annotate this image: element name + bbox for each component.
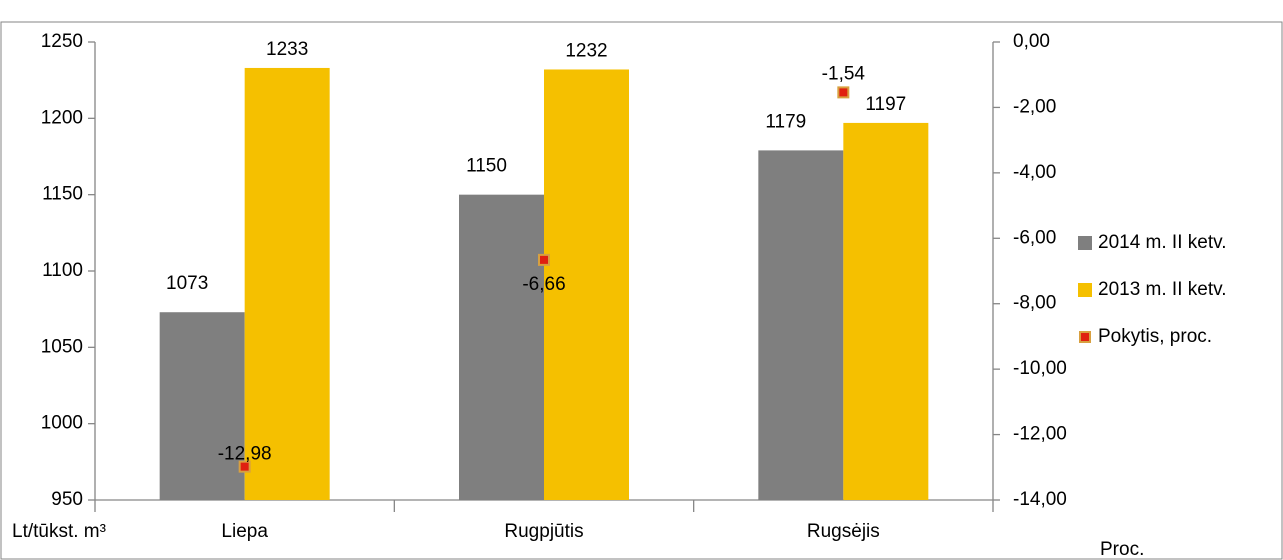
y-tick-label: 1000 (41, 413, 83, 434)
point (837, 86, 850, 99)
x-tick-label: Liepa (221, 521, 268, 542)
y2-tick-label: -12,00 (1013, 424, 1067, 445)
y-tick-label: 1250 (41, 31, 83, 52)
point-value-label: -1,54 (822, 63, 866, 84)
legend-label: 2014 m. II ketv. (1098, 232, 1226, 253)
y2-tick-label: -10,00 (1013, 358, 1067, 379)
bar (159, 312, 245, 500)
legend-swatch (1079, 331, 1091, 343)
legend-label: 2013 m. II ketv. (1098, 279, 1226, 300)
point-value-label: -6,66 (522, 274, 565, 295)
y-tick-label: 1100 (42, 260, 83, 281)
bar-value-label: 1197 (865, 94, 906, 115)
legend-swatch (1078, 283, 1092, 297)
bar (244, 67, 330, 500)
bar (843, 122, 929, 500)
bar-value-label: 1150 (466, 156, 507, 177)
point-value-label: -12,98 (218, 444, 272, 465)
y2-tick-label: 0,00 (1013, 31, 1050, 52)
y2-tick-label: -2,00 (1013, 96, 1056, 117)
y2-tick-label: -14,00 (1013, 489, 1067, 510)
bar-value-label: 1073 (166, 273, 208, 294)
y2-tick-label: -8,00 (1013, 293, 1056, 314)
x-tick-label: Rugpjūtis (504, 521, 583, 542)
y-tick-label: 1150 (42, 184, 83, 205)
y-tick-label: 950 (51, 489, 83, 510)
bar (758, 150, 844, 501)
x-tick-label: Rugsėjis (807, 521, 880, 542)
y-axis-label: Lt/tūkst. m³ (12, 521, 106, 542)
y2-axis-label: Proc. (1100, 539, 1144, 560)
legend-label: Pokytis, proc. (1098, 326, 1212, 347)
bar-value-label: 1179 (765, 111, 806, 132)
point (238, 460, 251, 473)
y-tick-label: 1200 (41, 107, 83, 128)
bar (459, 194, 544, 500)
bar-value-label: 1233 (266, 39, 308, 60)
point (538, 253, 550, 266)
y2-tick-label: -4,00 (1013, 162, 1056, 183)
y2-tick-label: -6,00 (1013, 227, 1056, 248)
y-tick-label: 1050 (41, 336, 83, 357)
legend-swatch (1078, 236, 1092, 250)
bar (544, 69, 629, 500)
bar-value-label: 1232 (565, 40, 607, 61)
